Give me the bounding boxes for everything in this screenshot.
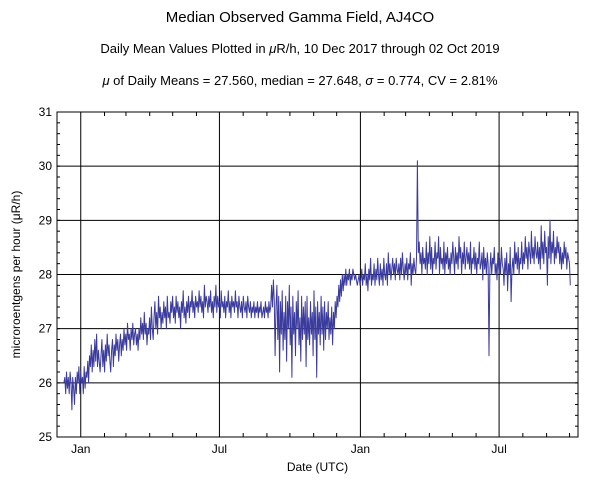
chart-title: Median Observed Gamma Field, AJ4CO xyxy=(165,9,435,26)
y-axis-label: microroentgens per hour (μR/h) xyxy=(9,191,23,359)
x-tick-label: Jan xyxy=(71,442,90,456)
chart-stats-line: μ of Daily Means = 27.560, median = 27.6… xyxy=(102,73,498,88)
y-tick-label: 30 xyxy=(39,159,53,173)
y-tick-label: 26 xyxy=(39,376,53,390)
x-axis-label: Date (UTC) xyxy=(287,460,348,474)
y-tick-label: 31 xyxy=(39,105,53,119)
chart-subtitle: Daily Mean Values Plotted in μR/h, 10 De… xyxy=(100,41,500,56)
series-line xyxy=(63,160,571,411)
grid-lines xyxy=(57,111,578,438)
x-tick-label: Jan xyxy=(351,442,370,456)
y-tick-label: 28 xyxy=(39,268,53,282)
axis-ticks: 25 26 27 28 29 30 31 Jan Jul Jan Jul xyxy=(39,105,578,456)
series-group xyxy=(63,160,571,411)
y-tick-label: 25 xyxy=(39,430,53,444)
x-tick-label: Jul xyxy=(212,442,227,456)
y-tick-label: 27 xyxy=(39,322,53,336)
y-tick-label: 29 xyxy=(39,213,53,227)
x-tick-label: Jul xyxy=(491,442,506,456)
